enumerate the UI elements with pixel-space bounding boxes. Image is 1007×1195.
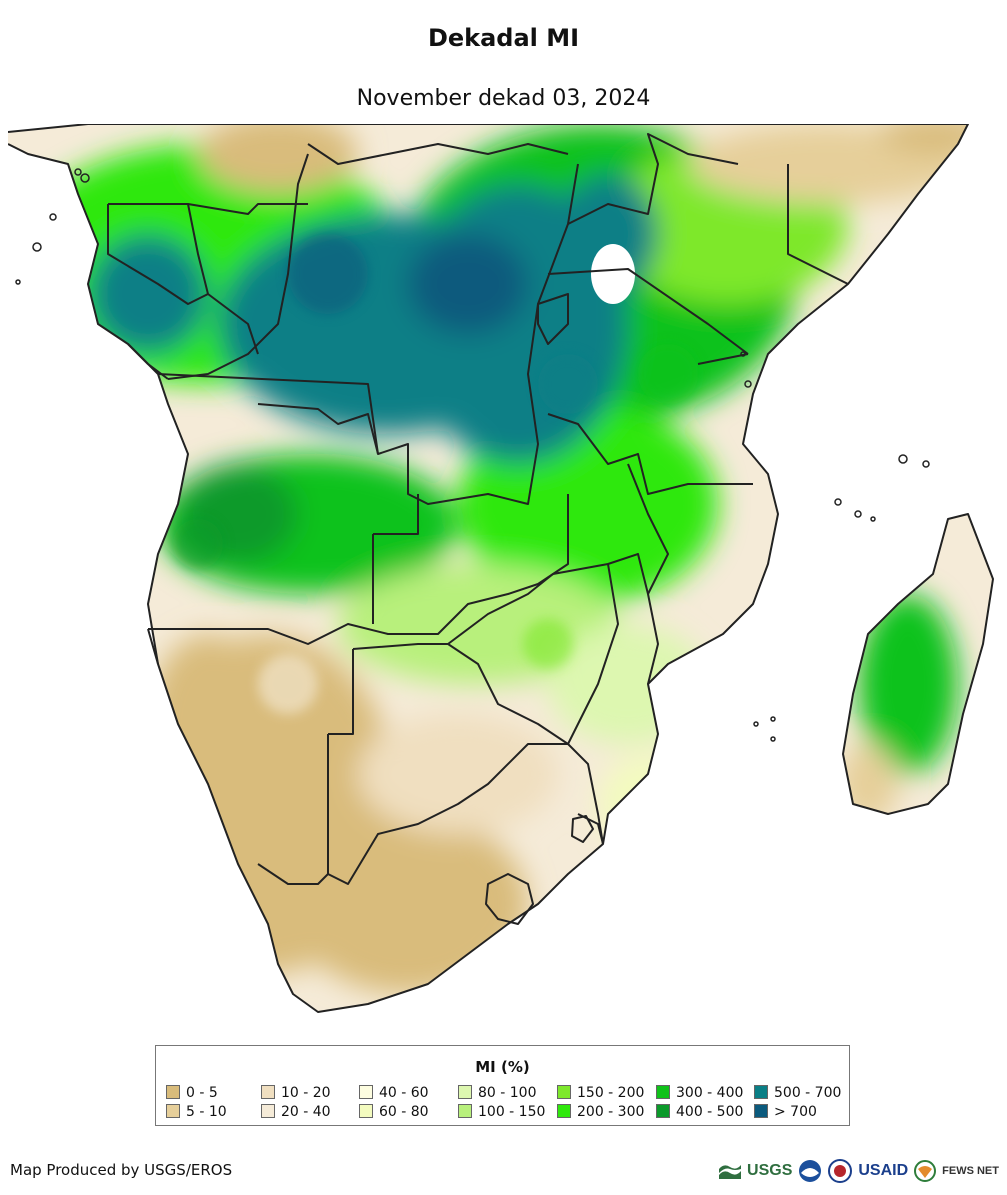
globe-logo-icon <box>914 1160 937 1182</box>
usaid-seal-icon <box>828 1159 853 1183</box>
map-subtitle: November dekad 03, 2024 <box>356 86 651 111</box>
legend-entry: 40 - 60 <box>359 1084 429 1102</box>
legend-swatch <box>166 1085 180 1099</box>
legend-entry: 400 - 500 <box>656 1103 743 1121</box>
legend-label: 500 - 700 <box>774 1085 842 1101</box>
legend-label: 100 - 150 <box>478 1104 546 1120</box>
legend-label: 20 - 40 <box>281 1104 331 1120</box>
legend-entry: 300 - 400 <box>656 1084 743 1102</box>
map-title: Dekadal MI <box>427 24 580 52</box>
madagascar-islands <box>15 168 930 742</box>
legend-swatch <box>754 1085 768 1099</box>
legend-label: 60 - 80 <box>379 1104 429 1120</box>
legend-label: 10 - 20 <box>281 1085 331 1101</box>
legend-label: 400 - 500 <box>676 1104 744 1120</box>
map-legend: MI (%) 0 - 5 5 - 10 10 - 20 20 - 40 40 - 60 6… <box>155 1045 850 1126</box>
legend-label: 40 - 60 <box>379 1085 429 1101</box>
legend-label: 0 - 5 <box>186 1085 218 1101</box>
legend-entry: 20 - 40 <box>261 1103 331 1121</box>
legend-entry: 5 - 10 <box>166 1103 227 1121</box>
africa-mi-map <box>8 124 994 1013</box>
legend-swatch <box>166 1104 180 1118</box>
legend-entry: 500 - 700 <box>754 1084 841 1102</box>
legend-swatch <box>656 1104 670 1118</box>
legend-swatch <box>458 1104 472 1118</box>
legend-entry: 80 - 100 <box>458 1084 537 1102</box>
legend-swatch <box>754 1104 768 1118</box>
legend-label: 300 - 400 <box>676 1085 744 1101</box>
mi-raster <box>8 124 993 1012</box>
legend-swatch <box>458 1085 472 1099</box>
legend-entry: 200 - 300 <box>557 1103 644 1121</box>
legend-swatch <box>557 1085 571 1099</box>
legend-label: 80 - 100 <box>478 1085 537 1101</box>
fewsnet-wordmark: FEWS NET <box>942 1165 999 1177</box>
usgs-logo-icon <box>719 1165 742 1179</box>
legend-swatch <box>261 1104 275 1118</box>
legend-entry: 60 - 80 <box>359 1103 429 1121</box>
production-credit: Map Produced by USGS/EROS <box>10 1161 233 1179</box>
legend-entry: 0 - 5 <box>166 1084 218 1102</box>
usaid-wordmark: USAID <box>858 1162 909 1179</box>
legend-label: 200 - 300 <box>577 1104 645 1120</box>
legend-entry: 150 - 200 <box>557 1084 644 1102</box>
country-borders <box>8 124 994 1013</box>
legend-entry: > 700 <box>754 1103 817 1121</box>
legend-label: > 700 <box>774 1104 817 1120</box>
legend-entry: 100 - 150 <box>458 1103 545 1121</box>
usgs-wordmark: USGS <box>747 1162 793 1179</box>
legend-swatch <box>261 1085 275 1099</box>
legend-swatch <box>656 1085 670 1099</box>
legend-swatch <box>557 1104 571 1118</box>
agency-logos: USGS USAID FEWS NET <box>719 1158 999 1184</box>
legend-swatch <box>359 1104 373 1118</box>
legend-label: 5 - 10 <box>186 1104 227 1120</box>
legend-entry: 10 - 20 <box>261 1084 331 1102</box>
noaa-logo-icon <box>799 1160 822 1182</box>
legend-label: 150 - 200 <box>577 1085 645 1101</box>
lake-victoria <box>591 244 635 304</box>
legend-title: MI (%) <box>475 1058 530 1076</box>
legend-swatch <box>359 1085 373 1099</box>
